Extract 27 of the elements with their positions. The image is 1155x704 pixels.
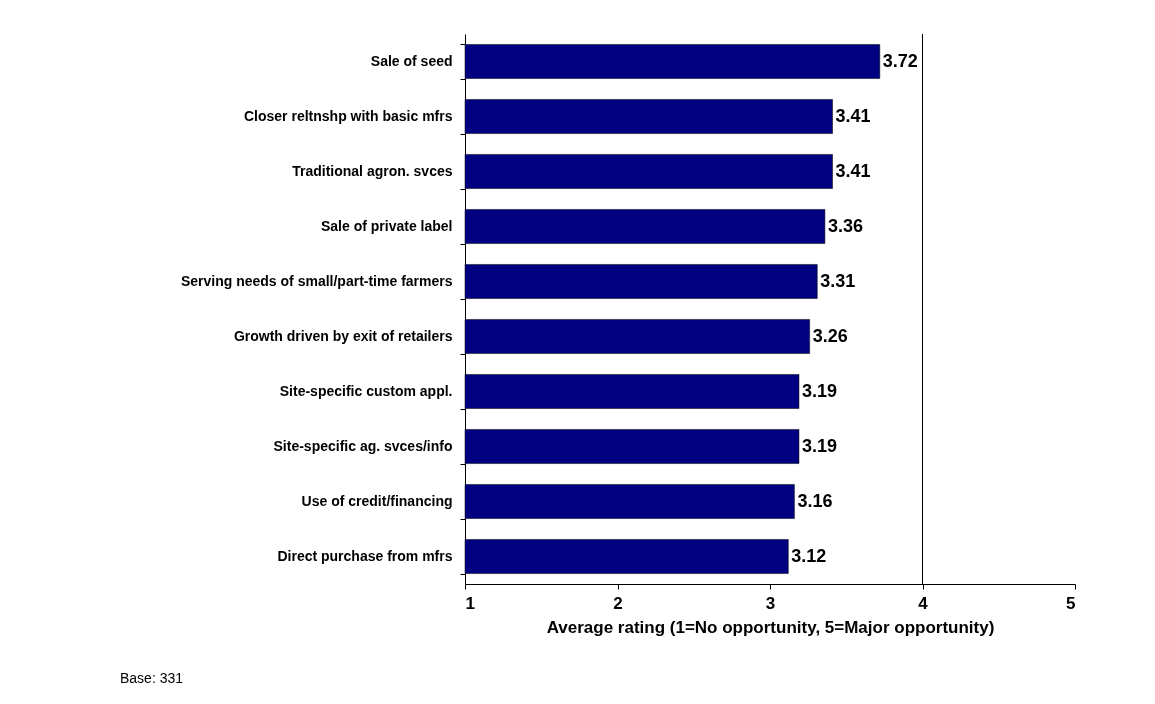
x-tick-label: 2: [613, 593, 623, 613]
data-label: 3.19: [801, 435, 838, 456]
data-label: 3.16: [797, 490, 833, 511]
y-tick-label: Sale of seed: [370, 53, 453, 69]
data-label: 3.41: [835, 160, 871, 181]
y-tick-label: Growth driven by exit of retailers: [233, 328, 453, 344]
data-label: 3.72: [882, 50, 918, 71]
y-tick-label: Use of credit/financing: [301, 493, 453, 509]
data-label: 3.41: [835, 105, 871, 126]
y-tick-label: Direct purchase from mfrs: [277, 548, 453, 564]
y-tick-label: Sale of private label: [321, 218, 453, 234]
x-tick-label: 5: [1066, 593, 1076, 613]
data-label: 3.12: [791, 545, 827, 566]
y-tick-label: Traditional agron. svces: [292, 163, 453, 179]
data-label: 3.31: [820, 270, 856, 291]
x-tick-label: 1: [465, 593, 475, 613]
x-tick-label: 4: [918, 593, 929, 613]
data-label: 3.19: [801, 380, 838, 401]
y-tick-label: Serving needs of small/part-time farmers: [180, 273, 453, 289]
data-label: 3.26: [812, 325, 848, 346]
data-label: 3.36: [827, 215, 863, 236]
y-tick-label: Site-specific custom appl.: [279, 383, 453, 399]
x-axis-title: Average rating (1=No opportunity, 5=Major opportunity): [546, 617, 995, 637]
y-tick-label: Closer reltnshp with basic mfrs: [244, 108, 453, 124]
text: Base: 331: [120, 670, 184, 686]
x-tick-label: 3: [765, 593, 776, 613]
y-tick-label: Site-specific ag. svces/info: [273, 438, 453, 454]
